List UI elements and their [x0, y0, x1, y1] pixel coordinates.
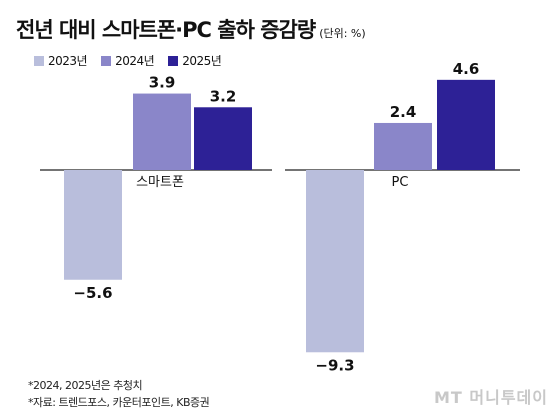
footnote-source: *자료: 트렌드포스, 카운터포인트, KB증권 — [28, 396, 210, 409]
data-label: 3.9 — [149, 74, 176, 92]
footnotes: *2024, 2025년은 추청치 *자료: 트렌드포스, 카운터포인트, KB… — [28, 377, 210, 411]
bar-2023년-스마트폰 — [64, 170, 122, 280]
legend-swatch-2025 — [168, 55, 179, 66]
legend: 2023년 2024년 2025년 — [34, 52, 222, 69]
legend-label-2024: 2024년 — [115, 54, 155, 68]
publisher-watermark: MT 머니투데이 — [433, 388, 548, 407]
legend-swatch-2023 — [34, 55, 44, 66]
bar-2024년-스마트폰 — [133, 93, 191, 170]
data-label: 3.2 — [210, 87, 237, 105]
bar-2024년-PC — [374, 122, 432, 170]
unit-label: (단위: %) — [319, 27, 366, 40]
data-label: −9.3 — [315, 356, 354, 374]
legend-label-2023: 2023년 — [48, 54, 88, 68]
legend-item-2023: 2023년 — [34, 52, 88, 69]
title-text: 전년 대비 스마트폰·PC 출하 증감량 — [16, 18, 316, 42]
data-label: −5.6 — [73, 284, 112, 302]
data-label: 4.6 — [453, 60, 480, 78]
legend-item-2025: 2025년 — [168, 52, 222, 69]
legend-label-2025: 2025년 — [182, 54, 222, 68]
chart-title: 전년 대비 스마트폰·PC 출하 증감량 (단위: %) — [16, 14, 366, 44]
bar-2023년-PC — [306, 170, 364, 353]
legend-item-2024: 2024년 — [101, 52, 155, 69]
data-label: 2.4 — [390, 103, 417, 121]
legend-swatch-2024 — [101, 55, 112, 66]
bar-2025년-스마트폰 — [194, 107, 252, 170]
bar-2025년-PC — [437, 79, 495, 170]
category-label: 스마트폰 — [136, 175, 184, 190]
category-label: PC — [392, 175, 409, 190]
footnote-estimate: *2024, 2025년은 추청치 — [28, 379, 143, 392]
